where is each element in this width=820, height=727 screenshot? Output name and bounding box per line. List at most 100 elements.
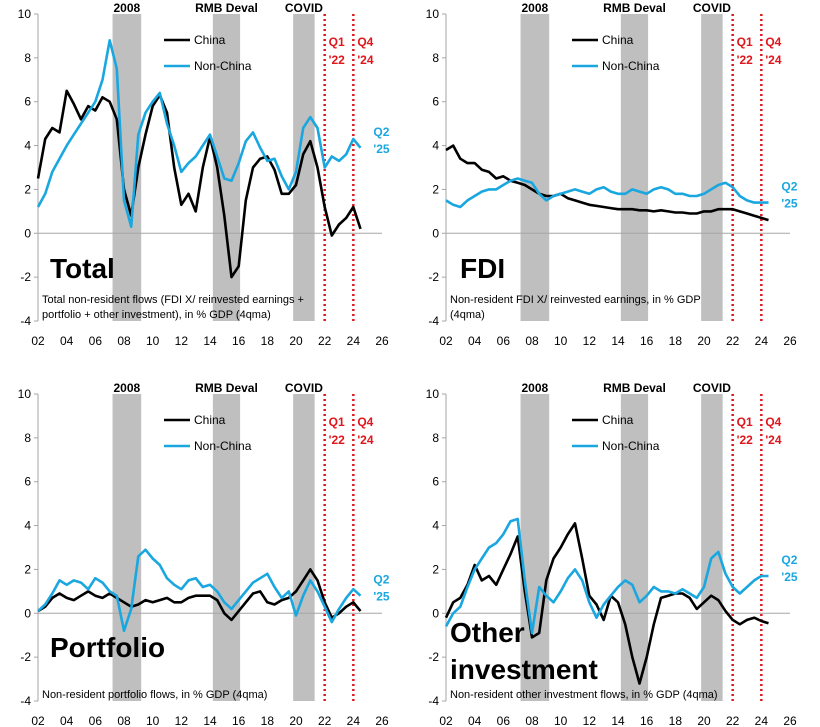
- x-tick-label: 22: [726, 714, 740, 727]
- end-label: Q2: [373, 573, 389, 587]
- marker-label: Q4: [765, 415, 781, 429]
- chart-subtitle: (4qma): [450, 309, 485, 321]
- chart-subtitle: portfolio + other investment), in % GDP …: [42, 309, 271, 321]
- marker-label: Q1: [329, 415, 345, 429]
- marker-label: '24: [765, 433, 782, 447]
- y-tick-label: 4: [24, 519, 31, 533]
- y-tick-label: -4: [20, 314, 31, 328]
- x-tick-label: 24: [755, 334, 769, 348]
- marker-label: Q4: [357, 35, 373, 49]
- event-band: [620, 394, 649, 701]
- y-tick-label: 2: [24, 182, 31, 196]
- x-tick-label: 12: [583, 334, 597, 348]
- legend-label: China: [602, 413, 634, 427]
- event-band: [293, 394, 315, 701]
- china-series-line: [444, 522, 769, 685]
- event-label: RMB Deval: [195, 1, 258, 15]
- x-tick-label: 08: [525, 334, 539, 348]
- event-band: [112, 394, 142, 701]
- y-tick-label: 10: [18, 7, 32, 21]
- event-label: 2008: [114, 1, 141, 15]
- legend-label: Non-China: [602, 439, 660, 453]
- x-tick-label: 06: [497, 334, 511, 348]
- y-tick-label: 4: [432, 519, 439, 533]
- event-label: COVID: [693, 1, 731, 15]
- x-tick-label: 02: [439, 334, 453, 348]
- end-label: '25: [373, 590, 390, 604]
- end-label: Q2: [373, 125, 389, 139]
- y-tick-label: 10: [18, 387, 32, 401]
- x-tick-label: 26: [783, 334, 797, 348]
- x-tick-label: 18: [261, 714, 275, 727]
- marker-label: Q4: [765, 35, 781, 49]
- x-tick-label: 20: [289, 334, 303, 348]
- end-label: Q2: [781, 180, 797, 194]
- y-tick-label: -4: [428, 314, 439, 328]
- x-tick-label: 08: [525, 714, 539, 727]
- x-tick-label: 08: [117, 334, 131, 348]
- x-tick-label: 02: [439, 714, 453, 727]
- x-tick-label: 02: [31, 714, 45, 727]
- y-tick-label: 4: [432, 139, 439, 153]
- x-tick-label: 06: [89, 714, 103, 727]
- end-label: '25: [781, 197, 798, 211]
- chart-title: FDI: [460, 253, 505, 284]
- x-tick-label: 12: [175, 714, 189, 727]
- y-tick-label: 10: [426, 387, 440, 401]
- x-tick-label: 04: [60, 714, 74, 727]
- x-tick-label: 14: [203, 334, 217, 348]
- x-tick-label: 26: [375, 714, 389, 727]
- legend-label: China: [194, 413, 226, 427]
- y-tick-label: 8: [24, 51, 31, 65]
- x-tick-label: 14: [203, 714, 217, 727]
- y-tick-label: 6: [24, 95, 31, 109]
- x-tick-label: 16: [232, 714, 246, 727]
- y-tick-label: -2: [20, 650, 31, 664]
- x-tick-label: 12: [175, 334, 189, 348]
- y-tick-label: 8: [432, 51, 439, 65]
- chart-title: Portfolio: [50, 632, 165, 663]
- y-tick-label: -4: [428, 694, 439, 708]
- end-label: '25: [781, 570, 798, 584]
- marker-label: Q1: [329, 35, 345, 49]
- x-tick-label: 22: [318, 714, 332, 727]
- y-tick-label: 0: [24, 226, 31, 240]
- event-band: [701, 14, 723, 321]
- chart-title: Other: [450, 617, 525, 648]
- y-tick-label: 2: [24, 562, 31, 576]
- x-tick-label: 02: [31, 334, 45, 348]
- y-tick-label: 8: [24, 431, 31, 445]
- x-tick-label: 12: [583, 714, 597, 727]
- marker-label: Q1: [737, 415, 753, 429]
- y-tick-label: 8: [432, 431, 439, 445]
- y-tick-label: -2: [428, 650, 439, 664]
- event-band: [212, 394, 241, 701]
- x-tick-label: 10: [554, 714, 568, 727]
- x-tick-label: 18: [669, 714, 683, 727]
- marker-label: Q1: [737, 35, 753, 49]
- event-band: [520, 394, 550, 701]
- x-tick-label: 20: [697, 714, 711, 727]
- chart-subtitle: Non-resident FDI X/ reinvested earnings,…: [450, 294, 701, 306]
- y-tick-label: 2: [432, 182, 439, 196]
- chart-title: investment: [450, 654, 598, 685]
- event-label: COVID: [693, 381, 731, 395]
- event-band: [701, 394, 723, 701]
- legend-label: Non-China: [194, 439, 252, 453]
- chart-title: Total: [50, 253, 115, 284]
- end-label: Q2: [781, 553, 797, 567]
- event-label: 2008: [522, 1, 549, 15]
- x-tick-label: 04: [468, 714, 482, 727]
- marker-label: '22: [329, 53, 346, 67]
- x-tick-label: 06: [497, 714, 511, 727]
- x-tick-label: 14: [611, 334, 625, 348]
- y-tick-label: -2: [428, 270, 439, 284]
- non-china-series-line: [37, 548, 362, 633]
- chart-subtitle: Total non-resident flows (FDI X/ reinves…: [42, 294, 304, 306]
- chart-subtitle: Non-resident portfolio flows, in % GDP (…: [42, 689, 267, 701]
- x-tick-label: 20: [697, 334, 711, 348]
- china-series-line: [37, 568, 362, 622]
- event-band: [620, 14, 649, 321]
